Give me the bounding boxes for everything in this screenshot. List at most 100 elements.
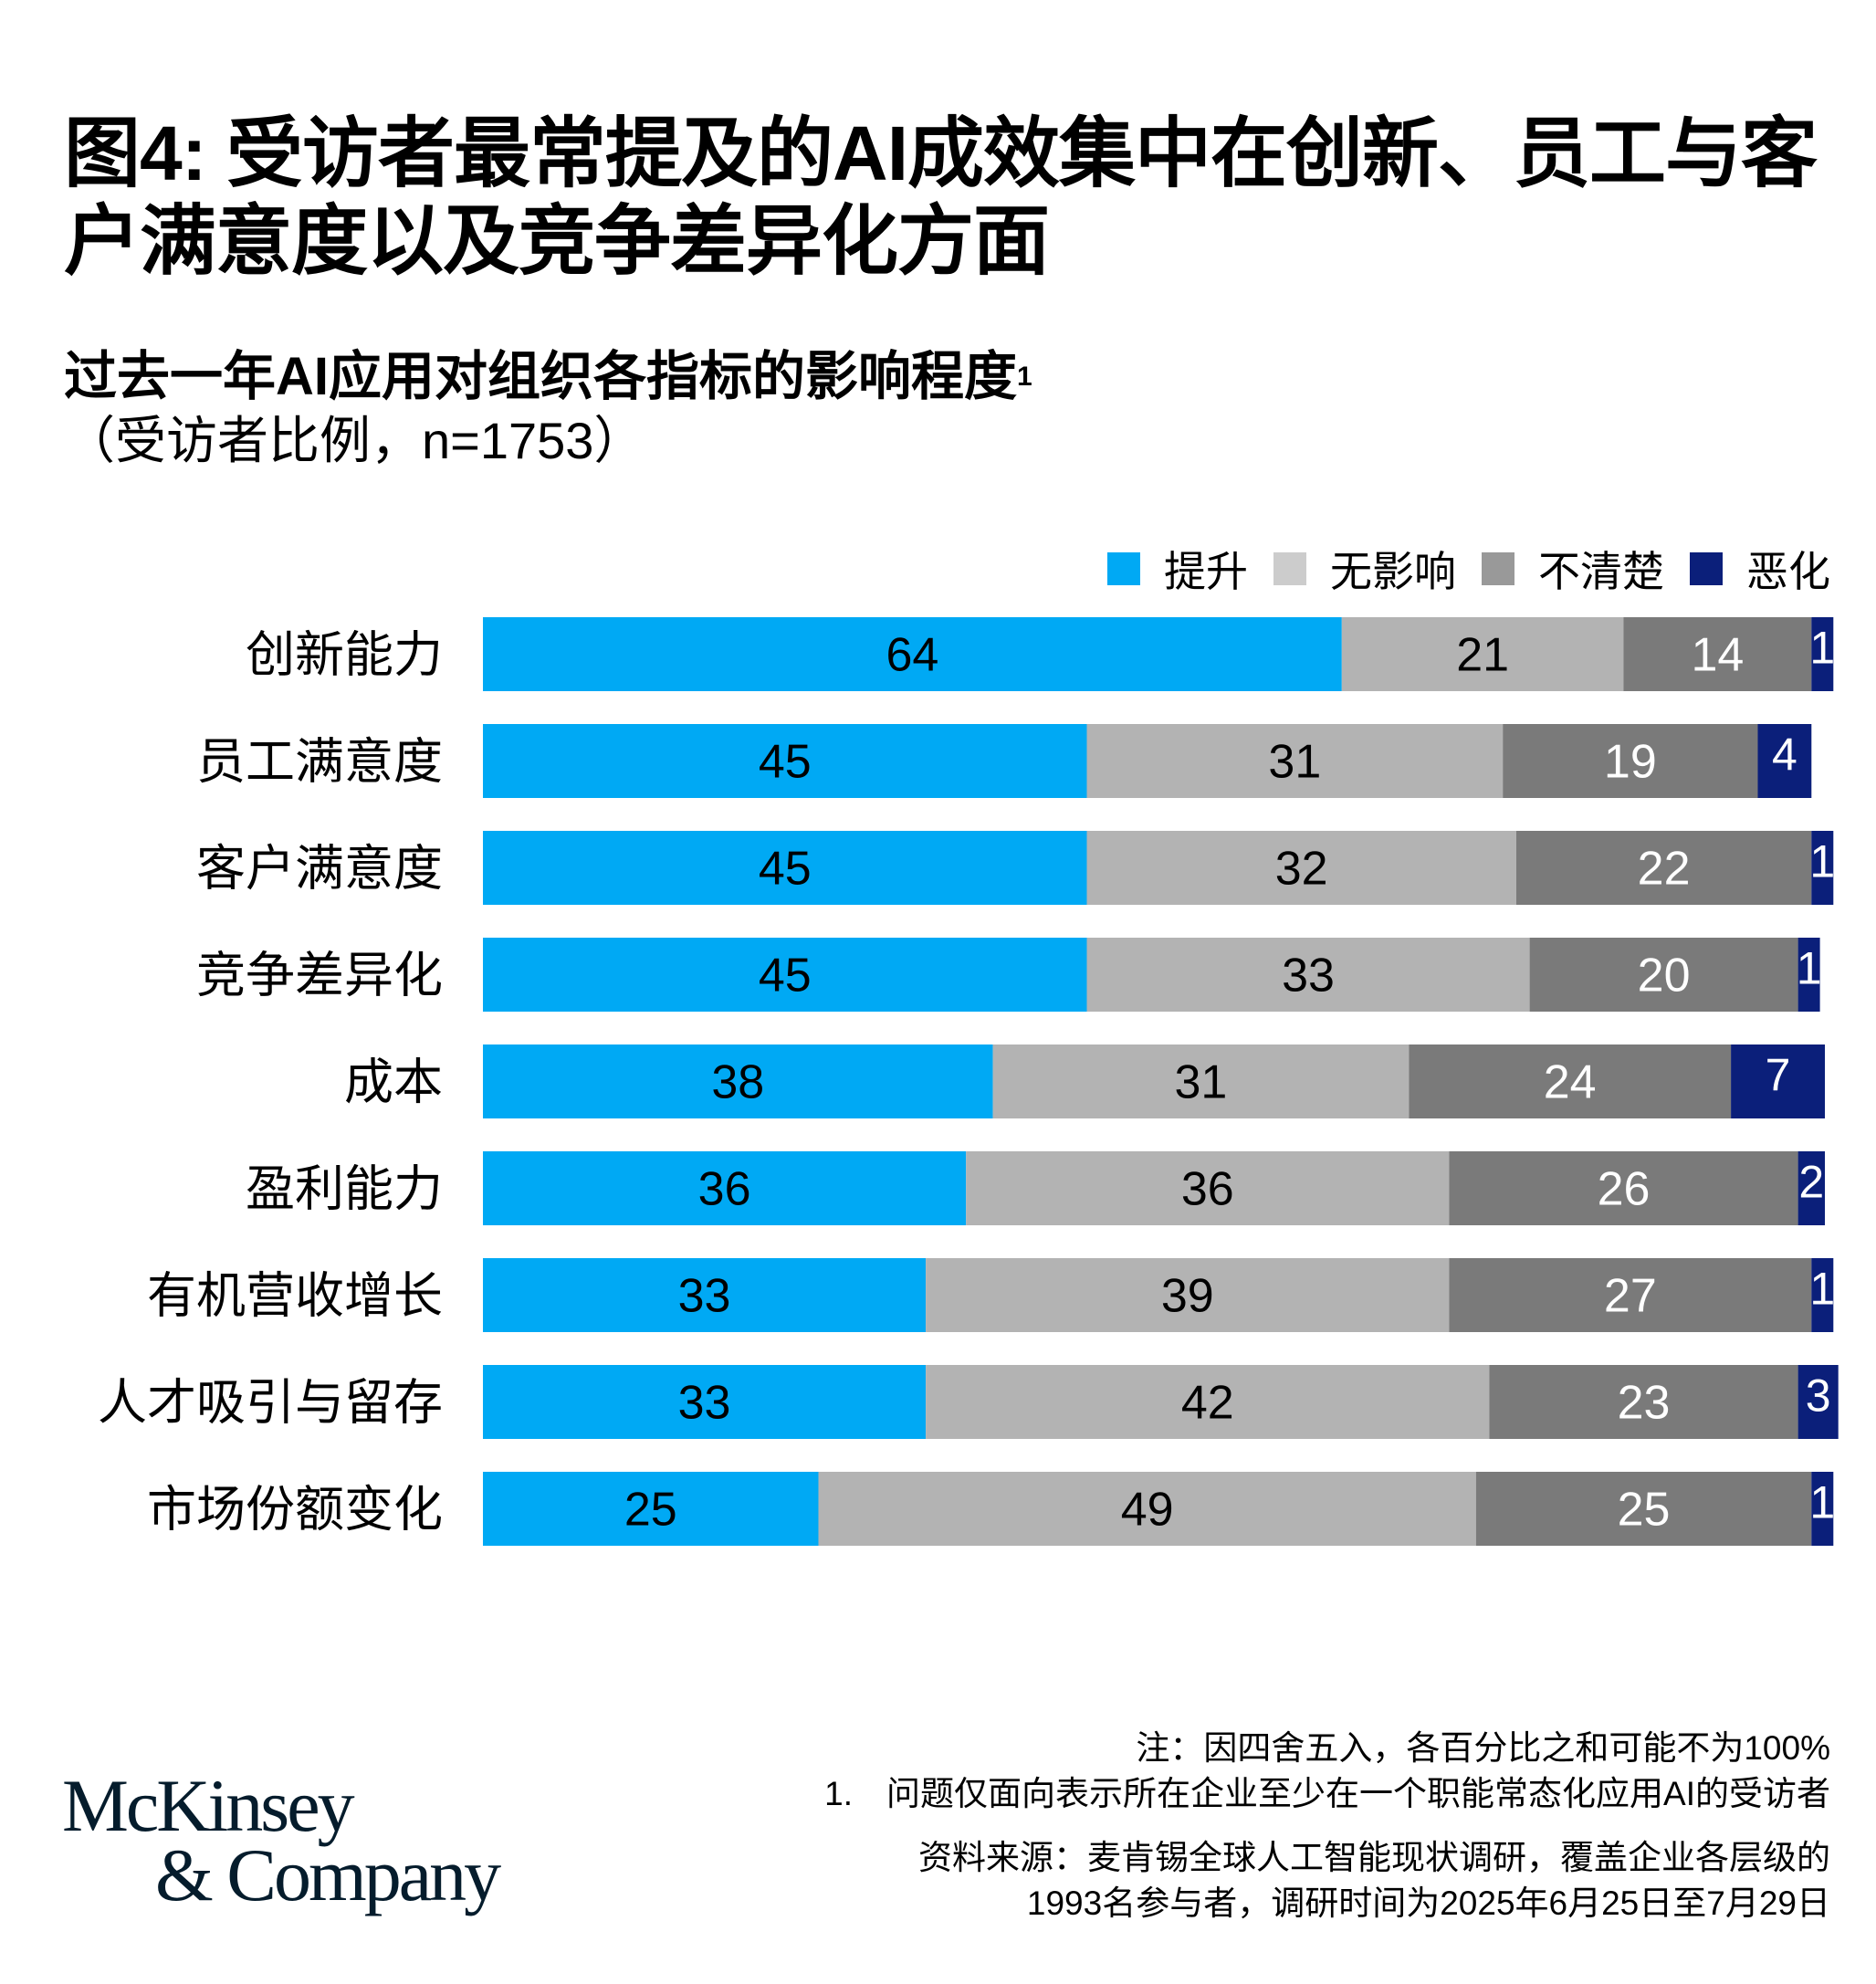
data-label: 31 (1175, 1056, 1228, 1109)
data-label: 64 (886, 629, 938, 682)
source: 资料来源：麦肯锡全球人工智能现状调研，覆盖企业各层级的 1993名参与者，调研时… (918, 1835, 1830, 1926)
bar-segment (1811, 617, 1834, 691)
data-label: 1 (1809, 623, 1835, 674)
bar-segment (483, 1472, 819, 1546)
legend-label: 恶化 (1746, 548, 1830, 595)
bar-segment (1797, 938, 1820, 1012)
data-label: 42 (1181, 1377, 1234, 1430)
bar-segment (1409, 1044, 1732, 1118)
data-label: 39 (1161, 1270, 1214, 1323)
bar-segment (1797, 1365, 1839, 1439)
figure-title: 图4: 受访者最常提及的AI成效集中在创新、员工与客户满意度以及竞争差异化方面 (64, 110, 1818, 284)
bar-segment (1475, 1472, 1812, 1546)
mckinsey-logo: McKinsey & Company (62, 1764, 501, 1916)
logo-line-1: McKinsey (62, 1764, 355, 1847)
bar-segment (483, 1258, 927, 1332)
legend-label: 不清楚 (1538, 548, 1664, 595)
chart-title: 过去一年AI应用对组织各指标的影响程度1 (64, 347, 1032, 407)
bar-segment (483, 1365, 927, 1439)
data-label: 45 (759, 843, 812, 896)
data-label: 31 (1268, 736, 1321, 789)
category-label: 竞争差异化 (196, 949, 443, 1003)
data-label: 23 (1618, 1377, 1671, 1430)
category-label: 成本 (344, 1055, 443, 1110)
bar-segment (1797, 1151, 1825, 1225)
chart-title-text: 过去一年AI应用对组织各指标的影响程度 (64, 347, 1018, 406)
legend-swatch (1482, 552, 1514, 585)
bar-segment (1731, 1044, 1825, 1118)
data-label: 36 (698, 1163, 751, 1216)
logo-line-2: & Company (155, 1833, 501, 1916)
bar-segment (1449, 1258, 1812, 1332)
data-label: 25 (624, 1484, 677, 1537)
chart-subtitle: （受访者比例，n=1753） (64, 412, 645, 469)
bar-segment (1811, 1258, 1834, 1332)
legend: 提升 无影响 不清楚 恶化 (1082, 539, 1830, 599)
source-line-2: 1993名参与者，调研时间为2025年6月25日至7月29日 (1026, 1884, 1830, 1922)
category-label: 员工满意度 (196, 735, 443, 790)
footnotes: 注：因四舍五入，各百分比之和可能不为100% 1. 问题仅面向表示所在企业至少在… (824, 1726, 1830, 1817)
bar-segment (1086, 938, 1530, 1012)
category-label: 盈利能力 (246, 1162, 443, 1217)
footnote-marker: 1 (1017, 362, 1032, 392)
data-label: 1 (1797, 943, 1822, 994)
bar-segment (966, 1151, 1450, 1225)
data-label: 38 (711, 1056, 764, 1109)
bar-segment (926, 1365, 1490, 1439)
bar-segment (1449, 1151, 1798, 1225)
bar-segment (926, 1258, 1450, 1332)
data-label: 45 (759, 950, 812, 1002)
bar-segment (1489, 1365, 1798, 1439)
bar-segment (1623, 617, 1812, 691)
bar-segment (483, 617, 1342, 691)
data-label: 21 (1456, 629, 1509, 682)
rounding-note: 注：因四舍五入，各百分比之和可能不为100% (1136, 1729, 1830, 1767)
bar-segment (483, 831, 1087, 905)
data-label: 33 (678, 1377, 731, 1430)
footnote-1: 1. 问题仅面向表示所在企业至少在一个职能常态化应用AI的受访者 (824, 1775, 1830, 1812)
bar-segment (992, 1044, 1410, 1118)
bar-segment (1811, 1472, 1834, 1546)
bar-segment (483, 1044, 993, 1118)
data-label: 1 (1809, 836, 1835, 887)
data-label: 36 (1181, 1163, 1234, 1216)
category-label: 人才吸引与留存 (98, 1376, 443, 1431)
category-label: 市场份额变化 (147, 1483, 443, 1538)
bar-segment (1086, 831, 1516, 905)
category-label: 有机营收增长 (147, 1269, 443, 1324)
data-label: 14 (1691, 629, 1744, 682)
data-label: 20 (1638, 950, 1691, 1002)
data-label: 3 (1806, 1370, 1831, 1422)
data-label: 32 (1275, 843, 1328, 896)
data-label: 24 (1544, 1056, 1597, 1109)
legend-swatch (1690, 552, 1723, 585)
data-label: 45 (759, 736, 812, 789)
data-label: 7 (1766, 1050, 1791, 1101)
data-label: 1 (1809, 1264, 1835, 1315)
data-label: 1 (1809, 1477, 1835, 1528)
data-label: 25 (1618, 1484, 1671, 1537)
legend-swatch (1107, 552, 1140, 585)
data-label: 27 (1604, 1270, 1657, 1323)
bar-segment (1341, 617, 1624, 691)
data-label: 26 (1598, 1163, 1651, 1216)
bar-segment (483, 724, 1087, 798)
legend-swatch (1273, 552, 1306, 585)
bar-segment (483, 938, 1087, 1012)
legend-label: 无影响 (1330, 548, 1456, 595)
data-label: 33 (1282, 950, 1335, 1002)
bar-segment (818, 1472, 1476, 1546)
category-label: 客户满意度 (196, 842, 443, 897)
data-label: 2 (1798, 1157, 1824, 1208)
bar-segment (1515, 831, 1812, 905)
category-label: 创新能力 (246, 628, 443, 683)
legend-label: 提升 (1164, 548, 1248, 595)
data-label: 49 (1121, 1484, 1174, 1537)
bar-segment (1811, 831, 1834, 905)
data-label: 33 (678, 1270, 731, 1323)
data-label: 22 (1638, 843, 1691, 896)
bar-segment (1086, 724, 1504, 798)
data-label: 4 (1772, 730, 1797, 781)
bar-segment (1503, 724, 1758, 798)
